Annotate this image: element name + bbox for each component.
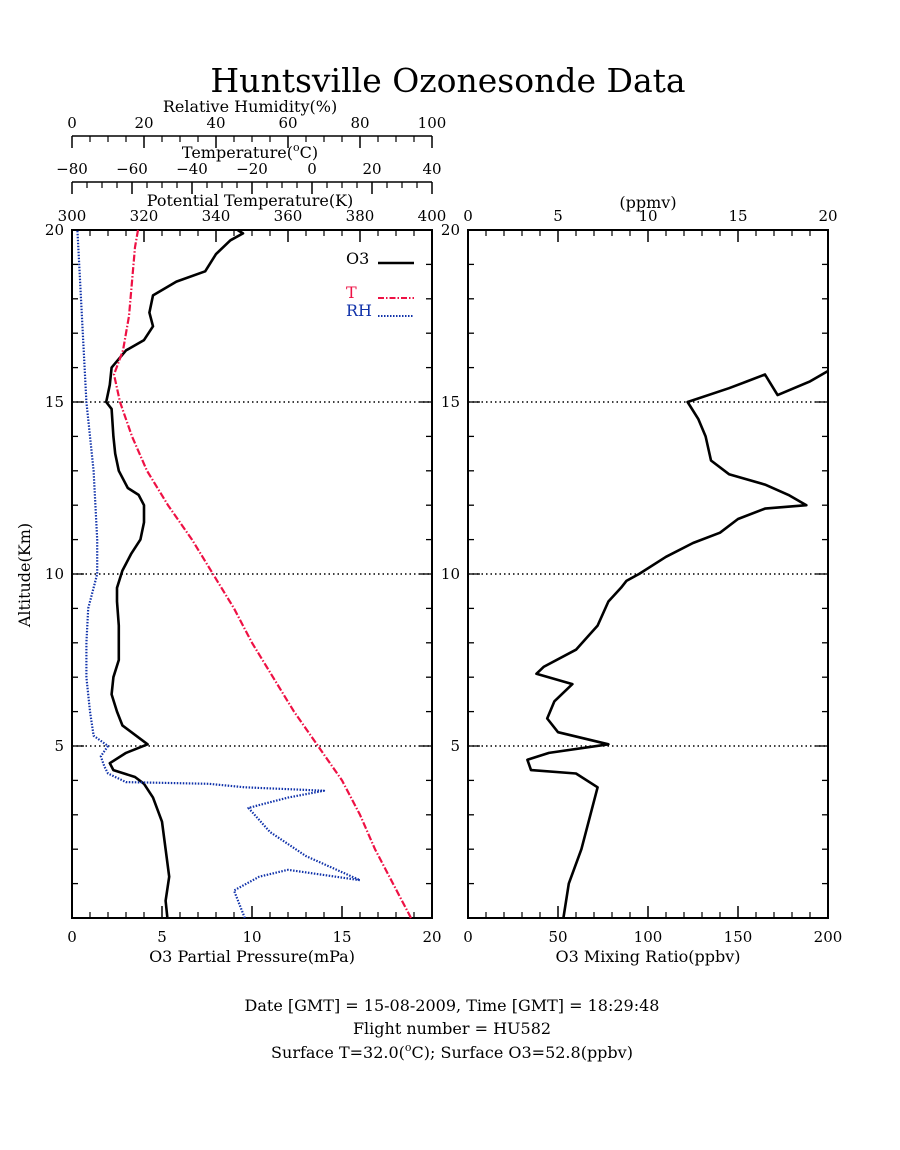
rh-axis-tick-label: 0 xyxy=(67,114,77,132)
rh-axis-tick-label: 60 xyxy=(278,114,297,132)
temperature-axis-tick-label: 40 xyxy=(422,160,441,178)
rh-axis-tick-label: 20 xyxy=(134,114,153,132)
o3-pressure-axis-tick-label: 0 xyxy=(67,928,77,946)
potential-temperature-axis-tick-label: 340 xyxy=(202,207,231,225)
temperature-axis-tick-label: 20 xyxy=(362,160,381,178)
chart-title: Huntsville Ozonesonde Data xyxy=(210,61,685,100)
legend-label-o3: O3 xyxy=(346,249,369,268)
o3-pressure-axis: 0 5 10 15 20 xyxy=(67,906,442,946)
mixing-ratio-axis-tick-label: 50 xyxy=(548,928,567,946)
potential-temperature-axis-tick-label: 400 xyxy=(418,207,447,225)
o3-pressure-axis-tick-label: 5 xyxy=(157,928,167,946)
series-line-rh xyxy=(76,229,362,919)
ppmv-axis-tick-label: 15 xyxy=(728,207,747,225)
altitude-axis-label: Altitude(Km) xyxy=(15,523,34,628)
mixing-ratio-axis-tick-label: 150 xyxy=(724,928,753,946)
right-altitude-tick-label: 20 xyxy=(441,221,460,239)
left-altitude-axis: 5 10 15 20 xyxy=(45,221,432,885)
potential-temperature-axis-tick-label: 380 xyxy=(346,207,375,225)
footer-surface-values: Surface T=32.0(oC); Surface O3=52.8(ppbv… xyxy=(271,1041,633,1062)
left-altitude-tick-label: 15 xyxy=(45,393,64,411)
ppmv-axis-tick-label: 0 xyxy=(463,207,473,225)
left-altitude-tick-label: 10 xyxy=(45,565,64,583)
series-line-t xyxy=(112,229,412,919)
left-altitude-tick-label: 5 xyxy=(54,737,64,755)
temperature-axis-tick-label: −20 xyxy=(236,160,268,178)
rh-axis-tick-label: 40 xyxy=(206,114,225,132)
right-altitude-tick-label: 5 xyxy=(450,737,460,755)
legend: O3 T RH xyxy=(346,249,414,320)
rh-axis-tick-label: 100 xyxy=(418,114,447,132)
temperature-axis-tick-label: −40 xyxy=(176,160,208,178)
footer-flight-number: Flight number = HU582 xyxy=(353,1019,551,1038)
rh-axis: 0 20 40 60 80 100 xyxy=(67,114,446,148)
left-altitude-tick-label: 20 xyxy=(45,221,64,239)
mixing-ratio-axis-tick-label: 200 xyxy=(814,928,843,946)
temperature-axis-tick-label: 0 xyxy=(307,160,317,178)
rh-axis-label: Relative Humidity(%) xyxy=(163,97,337,116)
mixing-ratio-axis: 0 50 100 150 200 xyxy=(463,906,842,946)
ppmv-axis-tick-label: 10 xyxy=(638,207,657,225)
legend-label-t: T xyxy=(346,283,357,302)
ppmv-axis-tick-label: 20 xyxy=(818,207,837,225)
temperature-axis-tick-label: −80 xyxy=(56,160,88,178)
potential-temperature-axis-tick-label: 360 xyxy=(274,207,303,225)
potential-temperature-axis-tick-label: 300 xyxy=(58,207,87,225)
footer-date-time: Date [GMT] = 15-08-2009, Time [GMT] = 18… xyxy=(245,996,660,1015)
mixing-ratio-axis-tick-label: 0 xyxy=(463,928,473,946)
o3-pressure-axis-tick-label: 20 xyxy=(422,928,441,946)
ppmv-axis: 0 5 10 15 20 xyxy=(463,207,838,242)
right-altitude-tick-label: 10 xyxy=(441,565,460,583)
ppmv-axis-label: (ppmv) xyxy=(619,193,676,212)
temperature-axis-label: Temperature(oC) xyxy=(182,141,318,162)
o3-pressure-axis-tick-label: 10 xyxy=(242,928,261,946)
right-altitude-tick-label: 15 xyxy=(441,393,460,411)
legend-label-rh: RH xyxy=(346,301,372,320)
o3-pressure-axis-tick-label: 15 xyxy=(332,928,351,946)
potential-temperature-axis-tick-label: 320 xyxy=(130,207,159,225)
right-altitude-axis: 5 10 15 20 xyxy=(441,221,828,885)
series-line-o3 xyxy=(104,228,245,919)
mixing-ratio-axis-tick-label: 100 xyxy=(634,928,663,946)
series-line-o3 xyxy=(526,369,829,919)
ppmv-axis-tick-label: 5 xyxy=(553,207,563,225)
rh-axis-tick-label: 80 xyxy=(350,114,369,132)
potential-temperature-axis-label: Potential Temperature(K) xyxy=(147,191,354,210)
o3-partial-pressure-axis-label: O3 Partial Pressure(mPa) xyxy=(149,947,355,966)
potential-temperature-axis: 300 320 340 360 380 400 xyxy=(58,207,447,242)
temperature-axis: −80 −60 −40 −20 0 20 40 xyxy=(56,160,442,194)
o3-mixing-ratio-axis-label: O3 Mixing Ratio(ppbv) xyxy=(555,947,740,966)
temperature-axis-tick-label: −60 xyxy=(116,160,148,178)
